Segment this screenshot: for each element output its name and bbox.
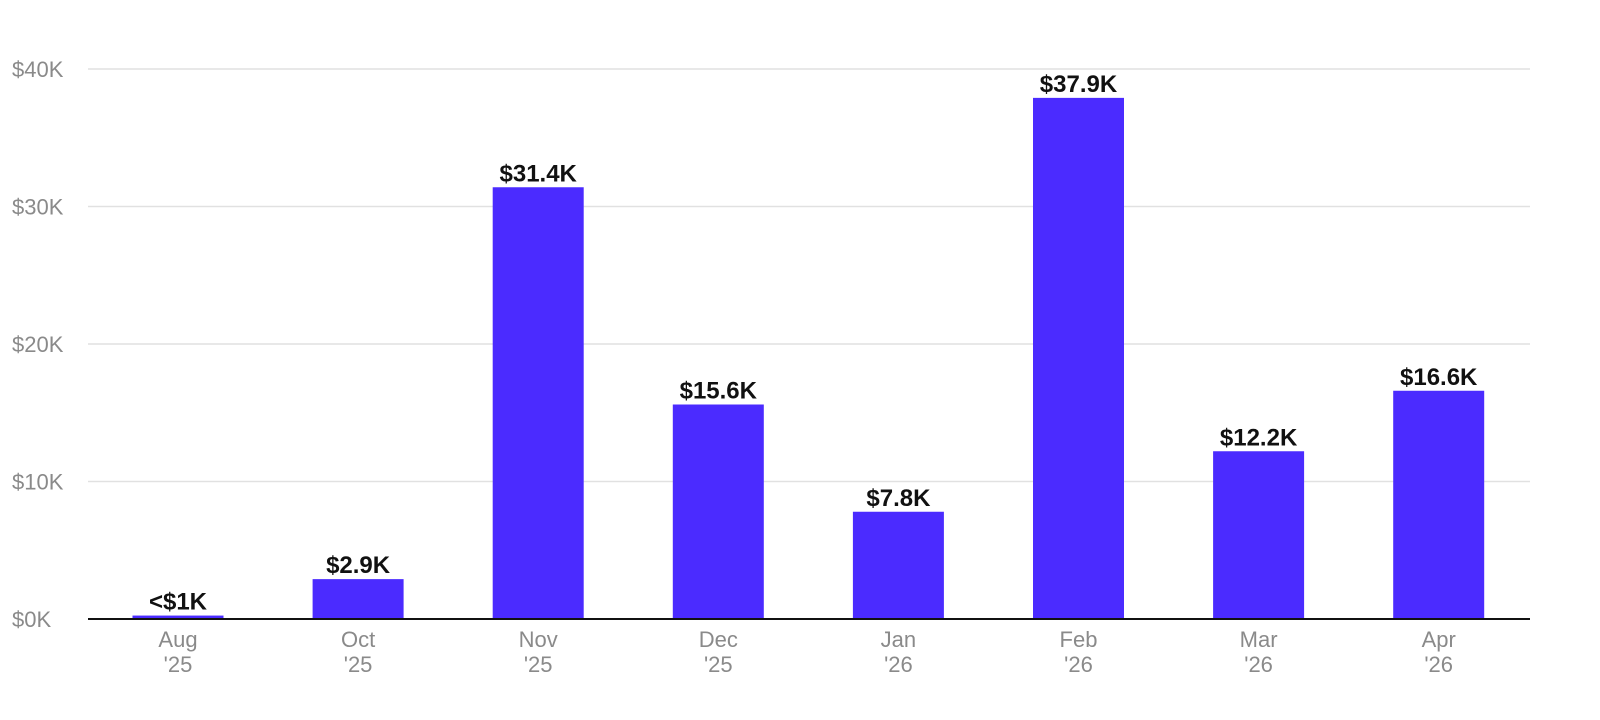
x-tick-label-year: '26 [884,652,913,677]
bar[interactable] [1213,451,1305,619]
data-label: $7.8K [866,485,931,512]
x-tick-label-month: Aug [158,627,197,652]
x-tick-label-year: '25 [524,652,553,677]
x-tick-label-year: '25 [164,652,193,677]
data-label: $31.4K [500,160,578,187]
bar[interactable] [312,579,404,619]
data-labels-layer: <$1K $2.9K $31.4K $15.6K $7.8K $37.9K $12.2K $1… [149,71,1478,616]
bar[interactable] [852,511,944,619]
x-tick-label-month: Oct [341,627,375,652]
x-tick-label-year: '26 [1244,652,1273,677]
x-tick-label-month: Mar [1240,627,1278,652]
x-axis: Aug'25Oct'25Nov'25Dec'25Jan'26Feb'26Mar'… [88,618,1530,677]
data-label: $2.9K [326,552,391,579]
bar[interactable] [132,615,224,619]
x-tick-label-month: Nov [519,627,558,652]
y-tick-label: $0K [12,607,51,632]
data-label: $37.9K [1040,71,1118,98]
x-tick-label-year: '25 [344,652,373,677]
bar[interactable] [492,187,584,619]
x-tick-label-year: '26 [1424,652,1453,677]
data-label: $12.2K [1220,424,1298,451]
bar[interactable] [672,404,764,620]
x-tick-label-year: '25 [704,652,733,677]
x-tick-label-month: Jan [881,627,916,652]
y-tick-label: $20K [12,332,64,357]
bars-layer [132,97,1485,620]
bar[interactable] [1033,97,1124,619]
y-tick-label: $40K [12,57,64,82]
y-tick-label: $10K [12,470,64,495]
x-tick-label-month: Apr [1422,627,1456,652]
y-tick-label: $30K [12,195,64,220]
bar[interactable] [1393,390,1485,619]
y-axis: $0K $10K $20K $30K $40K [12,57,64,632]
x-tick-label-month: Dec [699,627,738,652]
x-tick-label-month: Feb [1060,627,1098,652]
grid-layer [88,68,1530,483]
data-label: $15.6K [680,378,758,405]
x-tick-label-year: '26 [1064,652,1093,677]
data-label: $16.6K [1400,364,1478,391]
data-label: <$1K [149,589,208,616]
